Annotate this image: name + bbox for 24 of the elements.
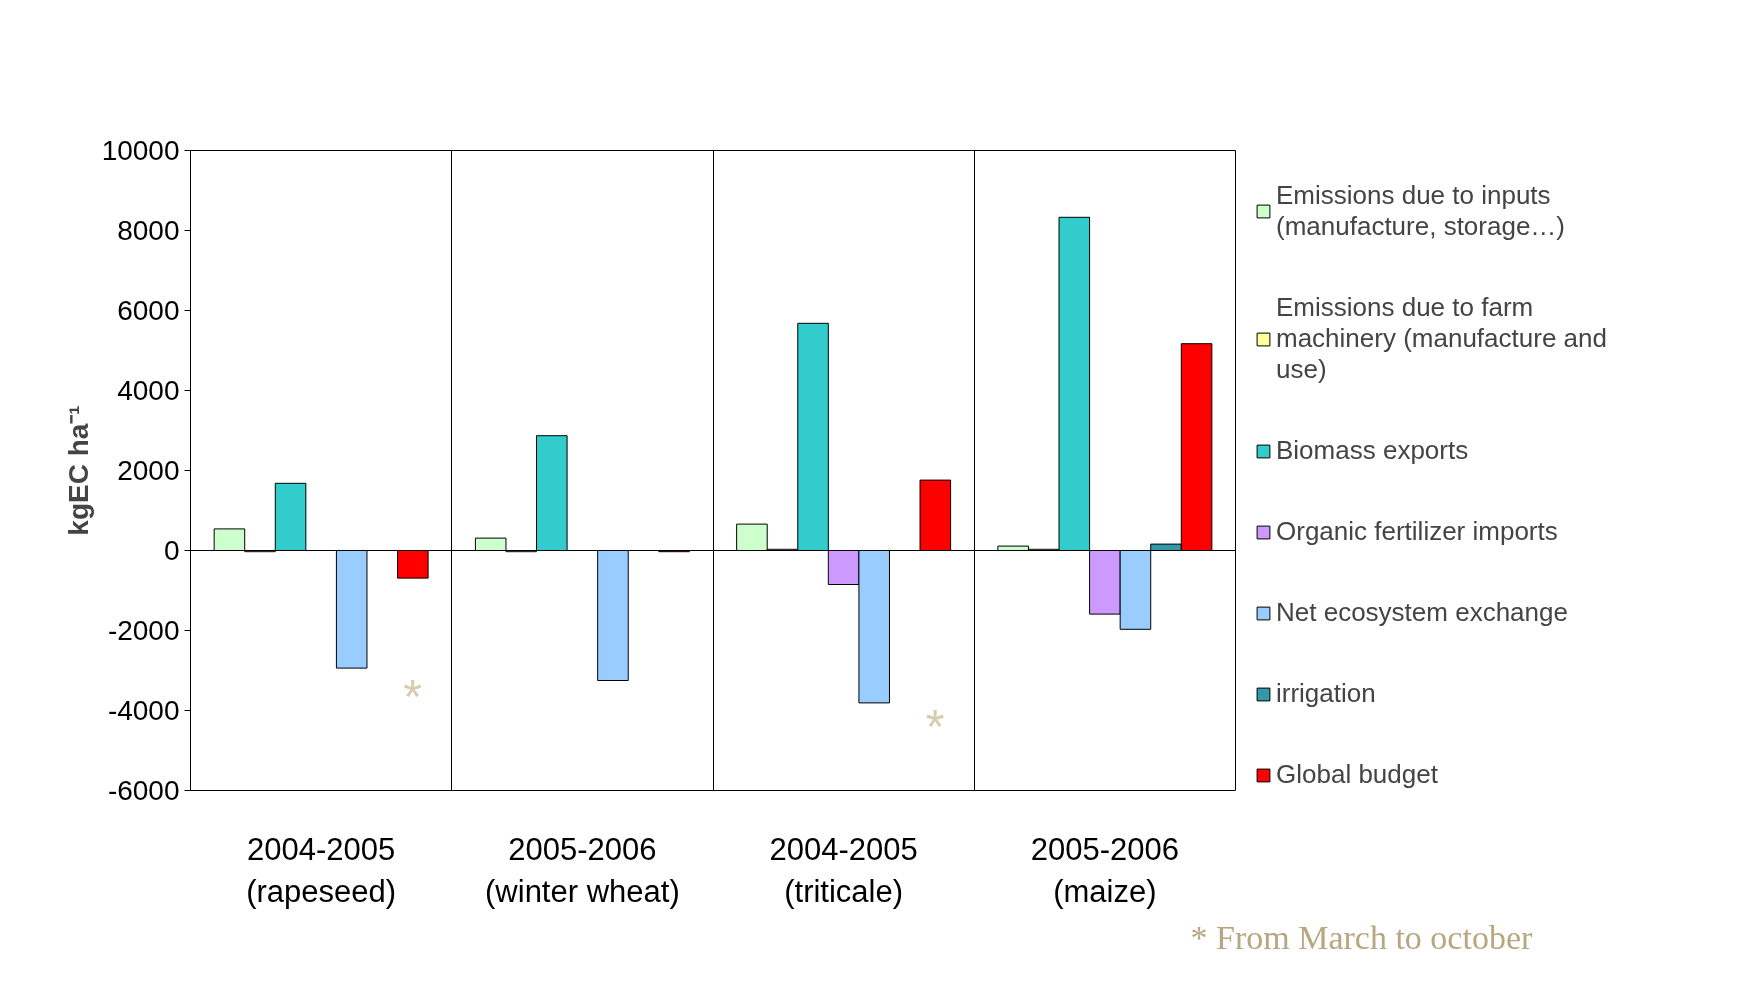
y-tick-label: -6000 — [107, 775, 180, 806]
y-tick-label: 10000 — [101, 135, 180, 166]
legend-label: Emissions due to farm machinery (manufacture and use) — [1276, 292, 1607, 385]
legend-label: Biomass exports — [1276, 435, 1469, 466]
y-tick-label: 2000 — [117, 455, 180, 486]
x-tick-label: 2005-2006 (maize) — [1030, 831, 1179, 909]
legend-label: irrigation — [1276, 678, 1376, 709]
x-tick-label: 2004-2005 (triticale) — [769, 831, 918, 909]
legend-label: Emissions due to inputs (manufacture, storage…) — [1276, 180, 1566, 242]
y-axis-title: kgEC ha⁻¹ — [62, 405, 94, 536]
y-tick-label: -4000 — [107, 695, 180, 726]
y-tick-label: 8000 — [117, 215, 180, 246]
text: * From March to october — [1190, 918, 1533, 956]
x-tick-label: 2004-2005 (rapeseed) — [246, 831, 397, 909]
y-tick-label: 4000 — [117, 375, 180, 406]
legend-label: Global budget — [1276, 759, 1438, 790]
y-tick-label: 0 — [163, 535, 180, 566]
y-tick-label: -2000 — [107, 615, 180, 646]
legend-label: Net ecosystem exchange — [1276, 597, 1568, 628]
annotation: * — [403, 670, 422, 723]
y-tick-label: 6000 — [117, 295, 180, 326]
legend-label: Organic fertilizer imports — [1276, 516, 1558, 547]
x-tick-label: 2005-2006 (winter wheat) — [485, 831, 680, 909]
annotation: * — [925, 700, 945, 753]
